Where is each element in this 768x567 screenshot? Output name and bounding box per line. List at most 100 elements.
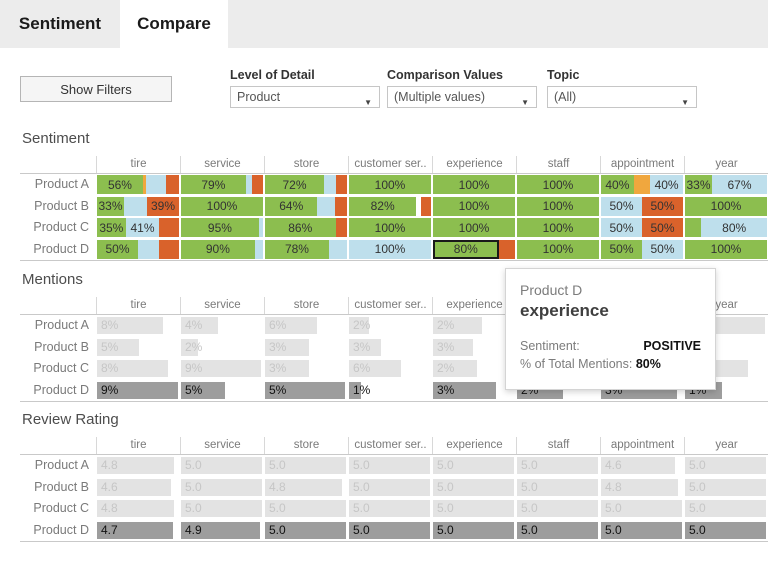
- cell[interactable]: 9%: [96, 381, 180, 400]
- cell[interactable]: 100%: [348, 218, 432, 238]
- cell[interactable]: 9%: [180, 359, 264, 378]
- cell[interactable]: 6%: [348, 359, 432, 378]
- cell[interactable]: 5.0: [684, 478, 768, 497]
- table-row: Product A 56% 79% 72% 100% 100% 100% 40% 40% 33% 6…: [20, 174, 768, 196]
- cell[interactable]: 5.0: [180, 456, 264, 475]
- cell[interactable]: 5.0: [264, 456, 348, 475]
- cell[interactable]: 64%: [264, 196, 348, 216]
- topic-dropdown[interactable]: (All) ▼: [547, 86, 697, 108]
- value-bar-label: 5.0: [521, 522, 538, 537]
- cell[interactable]: 5.0: [516, 521, 600, 540]
- cell[interactable]: 4.9: [180, 521, 264, 540]
- cell[interactable]: 100%: [432, 196, 516, 216]
- cell[interactable]: 5.0: [348, 478, 432, 497]
- cell[interactable]: 5.0: [432, 499, 516, 518]
- cell[interactable]: 5.0: [684, 521, 768, 540]
- cell[interactable]: 40% 40%: [600, 175, 684, 195]
- cell[interactable]: 100%: [516, 196, 600, 216]
- level-of-detail-dropdown[interactable]: Product ▼: [230, 86, 380, 108]
- cell[interactable]: 100%: [516, 218, 600, 238]
- cell[interactable]: 3%: [264, 359, 348, 378]
- cell[interactable]: 100%: [684, 239, 768, 259]
- cell[interactable]: 3%: [432, 338, 516, 357]
- cell[interactable]: 79%: [180, 175, 264, 195]
- cell[interactable]: 2%: [180, 338, 264, 357]
- cell[interactable]: 5.0: [348, 456, 432, 475]
- cell[interactable]: 80%: [432, 239, 516, 259]
- cell[interactable]: 2%: [432, 359, 516, 378]
- cell[interactable]: 5.0: [264, 521, 348, 540]
- cell[interactable]: 4.8: [96, 499, 180, 518]
- cell[interactable]: 56%: [96, 175, 180, 195]
- cell[interactable]: 5.0: [516, 456, 600, 475]
- cell[interactable]: 5.0: [516, 499, 600, 518]
- cell[interactable]: 4.6: [96, 478, 180, 497]
- cell[interactable]: 3%: [348, 338, 432, 357]
- cell[interactable]: 4.8: [600, 478, 684, 497]
- cell[interactable]: 5.0: [684, 456, 768, 475]
- cell[interactable]: 4%: [180, 316, 264, 335]
- cell[interactable]: 95%: [180, 218, 264, 238]
- cell[interactable]: 3%: [264, 338, 348, 357]
- table-row: Product B 5% 2% 3% 3% 3%: [20, 337, 768, 359]
- cell[interactable]: 100%: [348, 239, 432, 259]
- cell[interactable]: 5.0: [348, 521, 432, 540]
- cell[interactable]: 100%: [180, 196, 264, 216]
- cell[interactable]: 78%: [264, 239, 348, 259]
- cell[interactable]: 5.0: [264, 499, 348, 518]
- cell[interactable]: 100%: [516, 175, 600, 195]
- cell[interactable]: 5.0: [432, 521, 516, 540]
- cell[interactable]: 2%: [432, 316, 516, 335]
- cell[interactable]: 5.0: [432, 456, 516, 475]
- cell[interactable]: 50%: [96, 239, 180, 259]
- cell[interactable]: 4.8: [264, 478, 348, 497]
- cell[interactable]: 5.0: [180, 478, 264, 497]
- cell[interactable]: 1%: [348, 381, 432, 400]
- stacked-bar: 100%: [433, 175, 515, 195]
- cell[interactable]: 4.8: [96, 456, 180, 475]
- cell[interactable]: 100%: [516, 239, 600, 259]
- cell[interactable]: 5.0: [348, 499, 432, 518]
- cell[interactable]: 4.7: [96, 521, 180, 540]
- cell[interactable]: 86%: [264, 218, 348, 238]
- cell[interactable]: 8%: [96, 316, 180, 335]
- cell[interactable]: 33% 67%: [684, 175, 768, 195]
- cell[interactable]: 90%: [180, 239, 264, 259]
- cell[interactable]: 5.0: [180, 499, 264, 518]
- cell[interactable]: 8%: [96, 359, 180, 378]
- cell[interactable]: 2%: [348, 316, 432, 335]
- cell[interactable]: 50% 50%: [600, 196, 684, 216]
- cell[interactable]: 82%: [348, 196, 432, 216]
- table-row: Product A 4.8 5.0 5.0 5.0 5.0 5.0 4.6 5.0: [20, 455, 768, 477]
- cell[interactable]: 100%: [348, 175, 432, 195]
- show-filters-button[interactable]: Show Filters: [20, 76, 172, 102]
- cell[interactable]: 100%: [684, 196, 768, 216]
- cell[interactable]: 72%: [264, 175, 348, 195]
- tab-compare[interactable]: Compare: [120, 0, 228, 48]
- cell[interactable]: 5.0: [684, 499, 768, 518]
- cell[interactable]: 5.0: [516, 478, 600, 497]
- value-bar-label: 5.0: [353, 522, 370, 537]
- bar-segment: [421, 196, 431, 216]
- cell[interactable]: 5.0: [600, 499, 684, 518]
- cell[interactable]: 4.6: [600, 456, 684, 475]
- value-bar-label: 4.8: [101, 458, 118, 473]
- cell[interactable]: 5%: [264, 381, 348, 400]
- cell[interactable]: 50% 50%: [600, 218, 684, 238]
- cell[interactable]: 33% 39%: [96, 196, 180, 216]
- cell[interactable]: 100%: [432, 218, 516, 238]
- cell[interactable]: 5%: [180, 381, 264, 400]
- comparison-values-dropdown[interactable]: (Multiple values) ▼: [387, 86, 537, 108]
- column-header: experience: [432, 156, 516, 173]
- cell[interactable]: 6%: [264, 316, 348, 335]
- cell[interactable]: 3%: [432, 381, 516, 400]
- cell[interactable]: 5.0: [600, 521, 684, 540]
- cell[interactable]: 100%: [432, 175, 516, 195]
- cell[interactable]: 5.0: [432, 478, 516, 497]
- cell[interactable]: 5%: [96, 338, 180, 357]
- value-bar-label: 3%: [353, 339, 371, 354]
- tab-sentiment[interactable]: Sentiment: [0, 0, 120, 48]
- cell[interactable]: 35% 41%: [96, 218, 180, 238]
- cell[interactable]: 80%: [684, 218, 768, 238]
- cell[interactable]: 50% 50%: [600, 239, 684, 259]
